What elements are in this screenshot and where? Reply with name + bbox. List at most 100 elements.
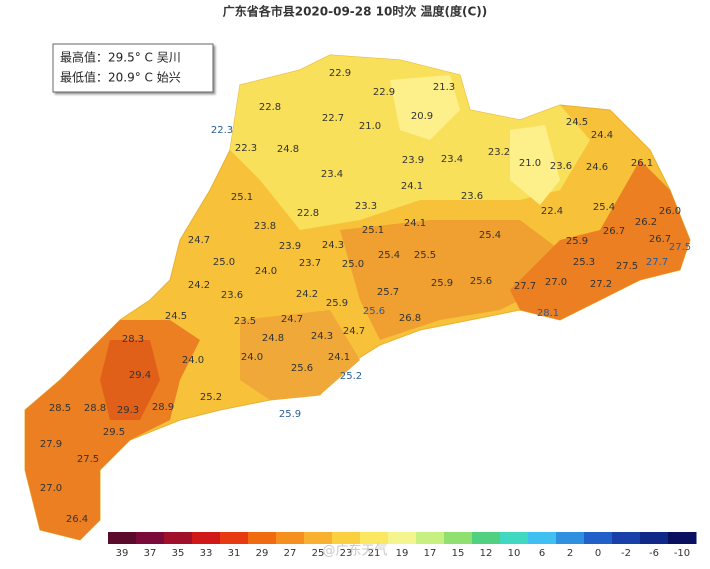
legend-label: -6 bbox=[649, 548, 659, 559]
legend-swatch bbox=[556, 532, 585, 544]
station-value: 27.0 bbox=[40, 483, 62, 494]
legend-label: 25 bbox=[312, 548, 325, 559]
legend-label: 17 bbox=[424, 548, 437, 559]
legend-swatch bbox=[640, 532, 669, 544]
station-value: 20.9 bbox=[411, 111, 433, 122]
station-value: 26.1 bbox=[631, 158, 653, 169]
station-value: 28.9 bbox=[152, 402, 174, 413]
station-value: 23.6 bbox=[550, 161, 572, 172]
station-value: 25.0 bbox=[342, 259, 364, 270]
station-value: 24.6 bbox=[586, 162, 608, 173]
station-value: 25.9 bbox=[431, 278, 453, 289]
legend-label: 31 bbox=[228, 548, 241, 559]
station-value: 27.7 bbox=[646, 257, 668, 268]
station-value: 24.3 bbox=[322, 240, 344, 251]
min-value: 最低值：20.9° C 始兴 bbox=[60, 70, 181, 85]
legend-label: 15 bbox=[452, 548, 465, 559]
station-value: 28.5 bbox=[49, 403, 71, 414]
station-value: 24.8 bbox=[262, 333, 284, 344]
legend-label: 39 bbox=[116, 548, 129, 559]
station-value: 25.1 bbox=[362, 225, 384, 236]
max-value: 最高值：29.5° C 吴川 bbox=[60, 50, 181, 65]
legend-swatch bbox=[220, 532, 249, 544]
station-value: 27.2 bbox=[590, 279, 612, 290]
legend-label: 10 bbox=[508, 548, 521, 559]
station-value: 26.0 bbox=[659, 206, 681, 217]
station-value: 27.5 bbox=[616, 261, 638, 272]
station-value: 24.0 bbox=[241, 352, 263, 363]
info-box: 最高值：29.5° C 吴川 最低值：20.9° C 始兴 bbox=[52, 43, 214, 93]
station-value: 25.9 bbox=[279, 409, 301, 420]
station-value: 26.4 bbox=[66, 514, 88, 525]
legend-swatch bbox=[136, 532, 165, 544]
station-value: 26.2 bbox=[635, 217, 657, 228]
station-value: 26.8 bbox=[399, 313, 421, 324]
legend-swatch bbox=[304, 532, 333, 544]
station-value: 25.4 bbox=[378, 250, 400, 261]
station-value: 28.1 bbox=[537, 308, 559, 319]
station-value: 22.3 bbox=[211, 125, 233, 136]
legend-swatch bbox=[472, 532, 501, 544]
station-value: 24.0 bbox=[182, 355, 204, 366]
legend-label: 21 bbox=[368, 548, 381, 559]
station-value: 25.9 bbox=[566, 236, 588, 247]
station-value: 25.4 bbox=[593, 202, 615, 213]
station-value: 27.7 bbox=[514, 281, 536, 292]
station-value: 28.8 bbox=[84, 403, 106, 414]
station-value: 27.9 bbox=[40, 439, 62, 450]
legend-label: 27 bbox=[284, 548, 297, 559]
legend-label: 19 bbox=[396, 548, 409, 559]
station-value: 25.0 bbox=[213, 257, 235, 268]
legend-swatch bbox=[500, 532, 529, 544]
station-value: 25.1 bbox=[231, 192, 253, 203]
station-value: 24.2 bbox=[296, 289, 318, 300]
station-value: 29.5 bbox=[103, 427, 125, 438]
legend-label: 33 bbox=[200, 548, 213, 559]
station-value: 27.5 bbox=[77, 454, 99, 465]
station-value: 23.3 bbox=[355, 201, 377, 212]
station-value: 24.1 bbox=[401, 181, 423, 192]
station-value: 25.7 bbox=[377, 287, 399, 298]
station-value: 29.4 bbox=[129, 370, 151, 381]
station-value: 21.3 bbox=[433, 82, 455, 93]
station-value: 24.7 bbox=[343, 326, 365, 337]
province-map bbox=[24, 54, 691, 541]
station-value: 24.5 bbox=[165, 311, 187, 322]
station-value: 24.0 bbox=[255, 266, 277, 277]
station-value: 22.4 bbox=[541, 206, 563, 217]
station-value: 23.8 bbox=[254, 221, 276, 232]
station-value: 24.4 bbox=[591, 130, 613, 141]
station-value: 27.0 bbox=[545, 277, 567, 288]
watermark: @广东天气 bbox=[322, 543, 387, 559]
station-value: 23.9 bbox=[279, 241, 301, 252]
station-value: 27.5 bbox=[669, 242, 691, 253]
station-value: 26.7 bbox=[649, 234, 671, 245]
station-value: 21.0 bbox=[519, 158, 541, 169]
legend-label: 37 bbox=[144, 548, 157, 559]
legend-label: 23 bbox=[340, 548, 353, 559]
station-value: 23.2 bbox=[488, 147, 510, 158]
legend-swatch bbox=[388, 532, 417, 544]
legend-swatch bbox=[108, 532, 137, 544]
station-value: 23.5 bbox=[234, 316, 256, 327]
legend-swatch bbox=[668, 532, 697, 544]
legend-swatch bbox=[164, 532, 193, 544]
map-title: 广东省各市县2020-09-28 10时次 温度(度(C)) bbox=[223, 4, 488, 19]
station-value: 23.4 bbox=[321, 169, 343, 180]
station-value: 25.9 bbox=[326, 298, 348, 309]
legend-label: 0 bbox=[595, 548, 601, 559]
station-value: 22.9 bbox=[373, 87, 395, 98]
station-value: 22.8 bbox=[297, 208, 319, 219]
legend-label: 29 bbox=[256, 548, 269, 559]
station-value: 24.1 bbox=[328, 352, 350, 363]
station-value: 24.1 bbox=[404, 218, 426, 229]
legend-label: -10 bbox=[674, 548, 690, 559]
legend-swatch bbox=[612, 532, 641, 544]
station-value: 23.9 bbox=[402, 155, 424, 166]
station-value: 25.2 bbox=[340, 371, 362, 382]
station-value: 25.5 bbox=[414, 250, 436, 261]
legend-swatch bbox=[192, 532, 221, 544]
station-value: 25.6 bbox=[470, 276, 492, 287]
station-value: 22.9 bbox=[329, 68, 351, 79]
